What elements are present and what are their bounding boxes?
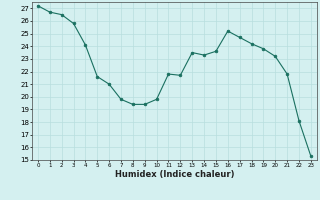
X-axis label: Humidex (Indice chaleur): Humidex (Indice chaleur) [115, 170, 234, 179]
